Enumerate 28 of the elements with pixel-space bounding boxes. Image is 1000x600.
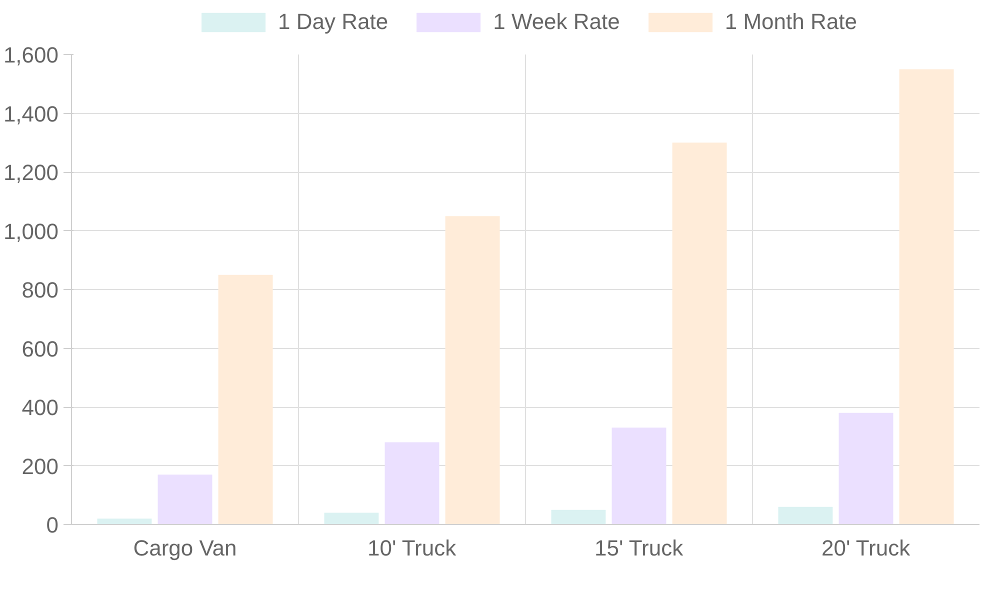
x-tick-label: 10' Truck — [368, 536, 458, 560]
bar — [551, 510, 606, 524]
y-tick-label: 0 — [46, 512, 59, 538]
x-tick-label: 20' Truck — [822, 536, 912, 560]
bar — [218, 274, 273, 524]
x-tick-label: 15' Truck — [594, 536, 684, 560]
bar — [778, 506, 833, 524]
y-tick-label: 1,000 — [3, 218, 59, 244]
legend-label: 1 Day Rate — [278, 9, 388, 35]
y-tick-label: 1,200 — [3, 160, 59, 185]
legend-label: 1 Week Rate — [493, 9, 620, 35]
x-tick-label: Cargo Van — [133, 536, 237, 560]
bar — [899, 69, 954, 524]
legend-label: 1 Month Rate — [724, 9, 857, 35]
bar — [838, 412, 894, 524]
bar — [324, 512, 379, 524]
y-tick-label: 1,400 — [3, 101, 59, 126]
bar — [384, 442, 440, 524]
bar — [97, 518, 152, 524]
y-tick-label: 200 — [22, 454, 59, 479]
y-tick-label: 1,600 — [3, 42, 59, 68]
y-tick-label: 800 — [22, 278, 59, 302]
bar — [672, 142, 727, 524]
y-tick-label: 400 — [22, 395, 59, 420]
bar — [445, 216, 500, 524]
bar — [612, 428, 666, 524]
bar — [158, 474, 212, 524]
y-tick-label: 600 — [22, 336, 59, 362]
